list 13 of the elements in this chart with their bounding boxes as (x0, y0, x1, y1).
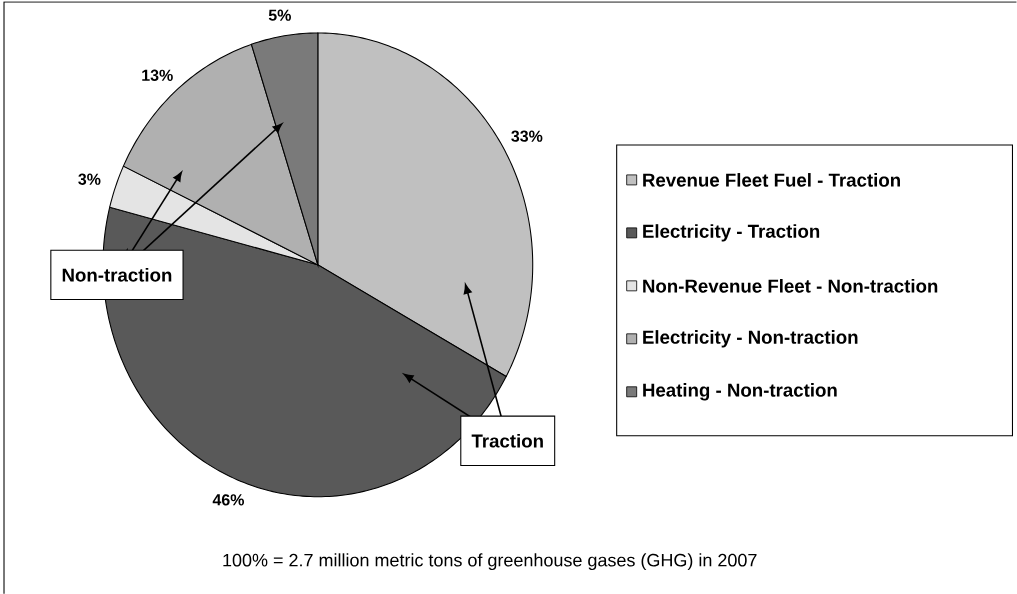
data-label: 3% (78, 173, 101, 185)
text: 100% = 2.7 million metric tons of greenhouse gases (GHG) in 2007 (223, 553, 757, 570)
legend-label: Revenue Fleet Fuel - Traction (643, 172, 900, 187)
legend-label: Electricity - Non-traction (643, 330, 858, 348)
text: Traction (471, 433, 543, 448)
data-label: 13% (142, 69, 173, 81)
legend-label: Electricity - Traction (643, 224, 820, 242)
data-label: 33% (511, 130, 543, 142)
legend-label: Heating - Non-traction (643, 382, 837, 401)
data-label: 46% (212, 494, 245, 506)
data-label: 5% (268, 9, 291, 21)
legend-label: Non-Revenue Fleet - Non-traction (643, 278, 938, 293)
text: Non-traction (62, 267, 172, 282)
